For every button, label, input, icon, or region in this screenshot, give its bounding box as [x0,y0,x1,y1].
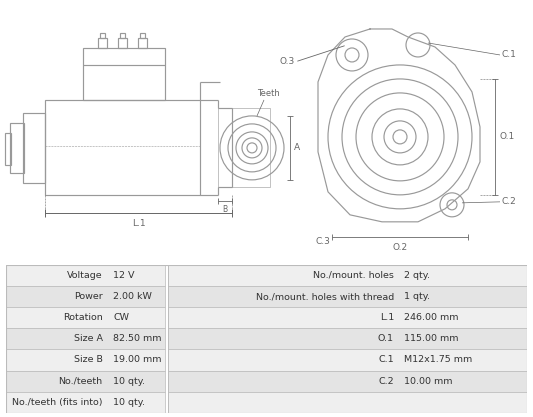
Bar [218,108,270,187]
Text: C.2: C.2 [502,197,517,206]
Text: O.1: O.1 [499,132,514,141]
Bar [168,265,527,286]
Text: O.2: O.2 [392,243,408,252]
Text: C.1: C.1 [502,50,517,60]
Bar [138,38,147,48]
Bar [6,307,165,328]
Text: Rotation: Rotation [63,313,103,322]
Bar [6,371,165,392]
Text: A: A [294,143,300,152]
Text: 82.50 mm: 82.50 mm [113,334,161,343]
Text: O.3: O.3 [280,58,295,66]
Text: 1 qty.: 1 qty. [405,292,430,301]
Text: B: B [222,205,228,214]
Bar [5,133,11,165]
Text: Size A: Size A [74,334,103,343]
Text: 2.00 kW: 2.00 kW [113,292,152,301]
Text: O.1: O.1 [378,334,394,343]
Text: 10.00 mm: 10.00 mm [405,377,453,386]
Text: No./teeth (fits into): No./teeth (fits into) [12,398,103,407]
Text: No./mount. holes: No./mount. holes [313,271,394,280]
Text: 115.00 mm: 115.00 mm [405,334,459,343]
Text: Power: Power [74,292,103,301]
Bar [140,33,145,38]
Bar [100,33,105,38]
Text: 10 qty.: 10 qty. [113,398,145,407]
Bar [98,38,107,48]
Bar [83,48,165,100]
Text: M12x1.75 mm: M12x1.75 mm [405,355,473,364]
Bar [120,33,125,38]
Text: CW: CW [113,313,129,322]
Text: 19.00 mm: 19.00 mm [113,355,161,364]
Bar [6,265,165,286]
Text: L.1: L.1 [132,219,146,228]
Text: C.3: C.3 [315,237,330,246]
Bar [168,371,527,392]
Text: Voltage: Voltage [67,271,103,280]
Text: Teeth: Teeth [257,89,280,98]
Text: 2 qty.: 2 qty. [405,271,430,280]
Bar [168,307,527,328]
Bar [168,392,527,413]
Bar [168,349,527,371]
Text: Size B: Size B [74,355,103,364]
Bar [168,286,527,307]
Bar [45,100,200,195]
Text: 246.00 mm: 246.00 mm [405,313,459,322]
Bar [168,328,527,349]
Text: 10 qty.: 10 qty. [113,377,145,386]
Text: C.1: C.1 [378,355,394,364]
Text: No./mount. holes with thread: No./mount. holes with thread [256,292,394,301]
Text: No./teeth: No./teeth [59,377,103,386]
Bar [6,349,165,371]
Bar [10,123,24,173]
Bar [23,113,45,183]
Bar [6,286,165,307]
Bar [118,38,127,48]
Bar [6,328,165,349]
Text: 12 V: 12 V [113,271,134,280]
Text: C.2: C.2 [378,377,394,386]
Text: L.1: L.1 [379,313,394,322]
Bar [6,392,165,413]
